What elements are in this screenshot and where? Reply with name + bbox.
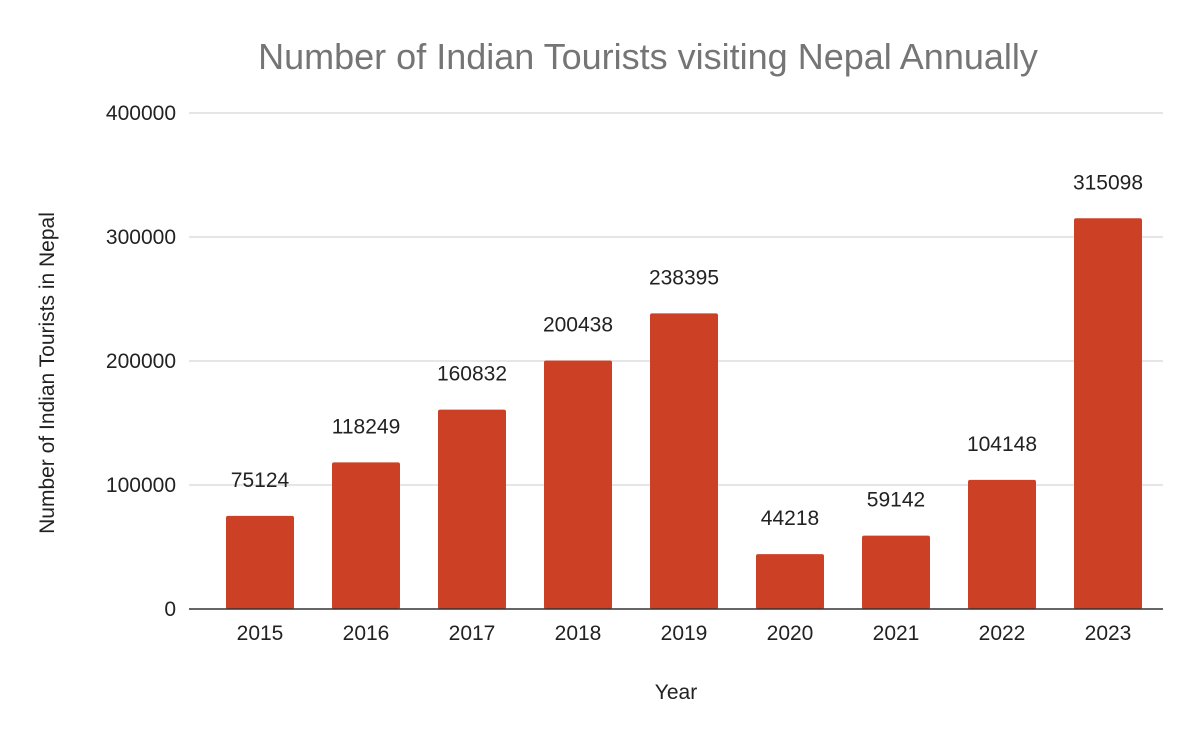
y-tick-label: 0 — [164, 598, 176, 621]
x-tick-label-2015: 2015 — [237, 622, 284, 645]
x-tick-label-2016: 2016 — [343, 622, 390, 645]
y-tick-label: 200000 — [106, 350, 176, 373]
bar-2023 — [1074, 218, 1142, 609]
bar-2022 — [968, 479, 1036, 609]
x-tick-label-2020: 2020 — [767, 622, 814, 645]
bar-2019 — [650, 313, 718, 609]
bar-2015 — [226, 515, 294, 609]
data-label-2022: 104148 — [967, 433, 1037, 456]
x-tick-label-2019: 2019 — [661, 622, 708, 645]
y-tick-label: 100000 — [106, 474, 176, 497]
y-axis-ticks: 0 100000 200000 300000 400000 — [106, 102, 176, 621]
data-label-2023: 315098 — [1073, 171, 1143, 194]
data-labels: 75124 118249 160832 200438 238395 44218 59142 1… — [231, 171, 1143, 530]
chart-title: Number of Indian Tourists visiting Nepal… — [258, 36, 1038, 77]
x-axis-ticks: 2015 2016 2017 2018 2019 2020 2021 2022 2023 — [237, 622, 1132, 645]
x-tick-label-2018: 2018 — [555, 622, 602, 645]
x-tick-label-2023: 2023 — [1085, 622, 1132, 645]
bar-2018 — [544, 360, 612, 609]
bar-2016 — [332, 462, 400, 609]
data-label-2021: 59142 — [867, 489, 925, 512]
x-tick-label-2017: 2017 — [449, 622, 496, 645]
data-label-2015: 75124 — [231, 469, 290, 492]
x-tick-label-2022: 2022 — [979, 622, 1026, 645]
data-label-2019: 238395 — [649, 266, 719, 289]
data-label-2018: 200438 — [543, 313, 613, 336]
bar-2021 — [862, 535, 930, 609]
bars — [226, 218, 1142, 609]
data-label-2016: 118249 — [332, 415, 401, 438]
y-tick-label: 400000 — [106, 102, 176, 125]
y-tick-label: 300000 — [106, 226, 176, 249]
bar-2017 — [438, 409, 506, 609]
data-label-2017: 160832 — [437, 363, 507, 386]
y-axis-title: Number of Indian Tourists in Nepal — [36, 212, 59, 534]
x-tick-label-2021: 2021 — [873, 622, 920, 645]
data-label-2020: 44218 — [761, 507, 819, 530]
x-axis-title: Year — [655, 681, 697, 704]
bar-2020 — [756, 554, 824, 609]
